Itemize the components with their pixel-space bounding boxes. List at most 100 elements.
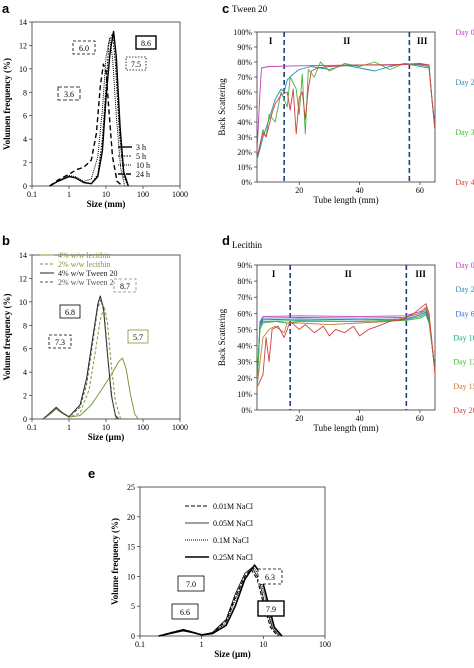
- y-tick-label: 70%: [237, 293, 252, 302]
- y-tick-label: 0%: [241, 178, 252, 187]
- y-tick-label: 50%: [237, 325, 252, 334]
- panel-label-e: e: [88, 466, 95, 481]
- y-axis-label: Volume frequency (%): [2, 294, 12, 381]
- series-line-4: [42, 299, 117, 420]
- x-axis-label: Size (µm): [88, 432, 124, 442]
- y-tick-label: 80%: [237, 277, 252, 286]
- annotation-label: 5.7: [133, 333, 143, 342]
- x-tick-label: 10: [102, 423, 110, 432]
- series-line-3: [42, 295, 120, 420]
- annotation-box: [171, 603, 199, 620]
- annotation-box: [113, 278, 137, 293]
- y-tick-label: 0: [23, 415, 27, 424]
- plot-frame: [139, 486, 326, 637]
- day-label: Day 10: [453, 334, 474, 343]
- panel-label-c: c: [222, 1, 229, 16]
- y-tick-label: 90%: [237, 261, 252, 270]
- region-label: I: [272, 269, 276, 279]
- annotation-box: [72, 40, 96, 55]
- day-label: Day 4: [455, 178, 474, 187]
- y-tick-label: 10: [19, 65, 27, 74]
- panel-c: 0% 10% 20% 30% 40% 50% 60% 70% 80% 90% 100% 20 40 60 T…: [217, 4, 474, 205]
- y-axis-label: Back Scattering: [217, 308, 227, 366]
- day-label: Day 3: [455, 128, 474, 137]
- panel-a: 0 2 4 6 8 10 12 14 0.1 1 10 100 1000 Size (mm) Volumen…: [2, 18, 188, 209]
- annotation-label: 6.8: [65, 308, 75, 317]
- annotation-box: [125, 56, 147, 71]
- annotation-label: 7.9: [266, 605, 276, 614]
- y-tick-label: 70%: [237, 73, 252, 82]
- x-axis-label: Size (µm): [214, 649, 250, 659]
- x-tick-label: 0.1: [27, 423, 37, 432]
- region-label: II: [345, 269, 353, 279]
- annotation-box: [57, 86, 81, 101]
- y-tick-label: 30%: [237, 358, 252, 367]
- x-tick-label: 1000: [172, 423, 188, 432]
- annotation-label: 8.6: [141, 39, 151, 48]
- annotation-label: 7.5: [131, 60, 141, 69]
- region-label: III: [415, 269, 426, 279]
- day-label: Day 0: [455, 261, 474, 270]
- y-tick-label: 4: [23, 135, 27, 144]
- y-axis-label: Volumen frequency (%): [2, 58, 12, 150]
- region-label: I: [269, 36, 273, 46]
- annotation-box: [257, 600, 285, 617]
- day-label: Day 2: [455, 285, 474, 294]
- y-tick-label: 20%: [237, 374, 252, 383]
- panel-label-b: b: [2, 233, 10, 248]
- annotation-box: [257, 568, 283, 585]
- y-axis-label: Volume frequency (%): [110, 518, 120, 605]
- y-tick-label: 0%: [241, 406, 252, 415]
- y-tick-label: 4: [23, 368, 27, 377]
- x-tick-label: 1: [67, 423, 71, 432]
- plot-frame: [256, 264, 436, 411]
- y-tick-label: 14: [19, 251, 27, 260]
- region-label: II: [343, 36, 351, 46]
- series-line-4: [256, 312, 436, 388]
- day-label: Day 0: [455, 28, 474, 37]
- y-tick-label: 8: [23, 88, 27, 97]
- y-tick-label: 25: [127, 483, 135, 492]
- x-tick-label: 1000: [172, 190, 188, 199]
- series-line-1: [42, 357, 139, 420]
- legend-label: 0.01M NaCl: [213, 502, 254, 511]
- y-tick-label: 30%: [237, 133, 252, 142]
- panel-label-a: a: [2, 1, 10, 16]
- y-axis-label: Back Scattering: [217, 78, 227, 136]
- legend-label: 0.25M NaCl: [213, 553, 254, 562]
- y-tick-label: 100%: [233, 28, 252, 37]
- x-tick-label: 20: [295, 414, 303, 423]
- annotation-box: [59, 304, 81, 319]
- x-axis-label: Tube length (mm): [313, 423, 378, 433]
- region-label: III: [417, 36, 428, 46]
- annotation-box: [48, 334, 72, 349]
- y-tick-label: 80%: [237, 58, 252, 67]
- x-tick-label: 40: [356, 186, 364, 195]
- y-tick-label: 8: [23, 321, 27, 330]
- x-tick-label: 60: [416, 186, 424, 195]
- y-tick-label: 10%: [237, 163, 252, 172]
- x-tick-label: 0.1: [27, 190, 37, 199]
- series-line-2: [42, 306, 122, 420]
- x-tick-label: 1: [67, 190, 71, 199]
- x-tick-label: 1: [200, 640, 204, 649]
- series-line-2: [158, 567, 280, 637]
- day-label: Day 20: [453, 406, 474, 415]
- series-line-2: [256, 63, 436, 160]
- y-tick-label: 6: [23, 345, 27, 354]
- x-tick-label: 20: [295, 186, 303, 195]
- series-line-1: [49, 30, 129, 187]
- y-tick-label: 60%: [237, 309, 252, 318]
- x-tick-label: 10: [259, 640, 267, 649]
- y-tick-label: 40%: [237, 342, 252, 351]
- x-axis-label: Size (mm): [87, 199, 126, 209]
- series-line-6: [256, 306, 436, 388]
- x-axis-label: Tube length (mm): [313, 195, 378, 205]
- annotation-box: [135, 35, 157, 50]
- x-tick-label: 100: [319, 640, 331, 649]
- legend-label: 2% w/w Tween 20: [58, 278, 118, 287]
- y-tick-label: 12: [19, 41, 27, 50]
- y-tick-label: 6: [23, 112, 27, 121]
- annotation-box: [177, 575, 205, 592]
- y-tick-label: 0: [131, 632, 135, 641]
